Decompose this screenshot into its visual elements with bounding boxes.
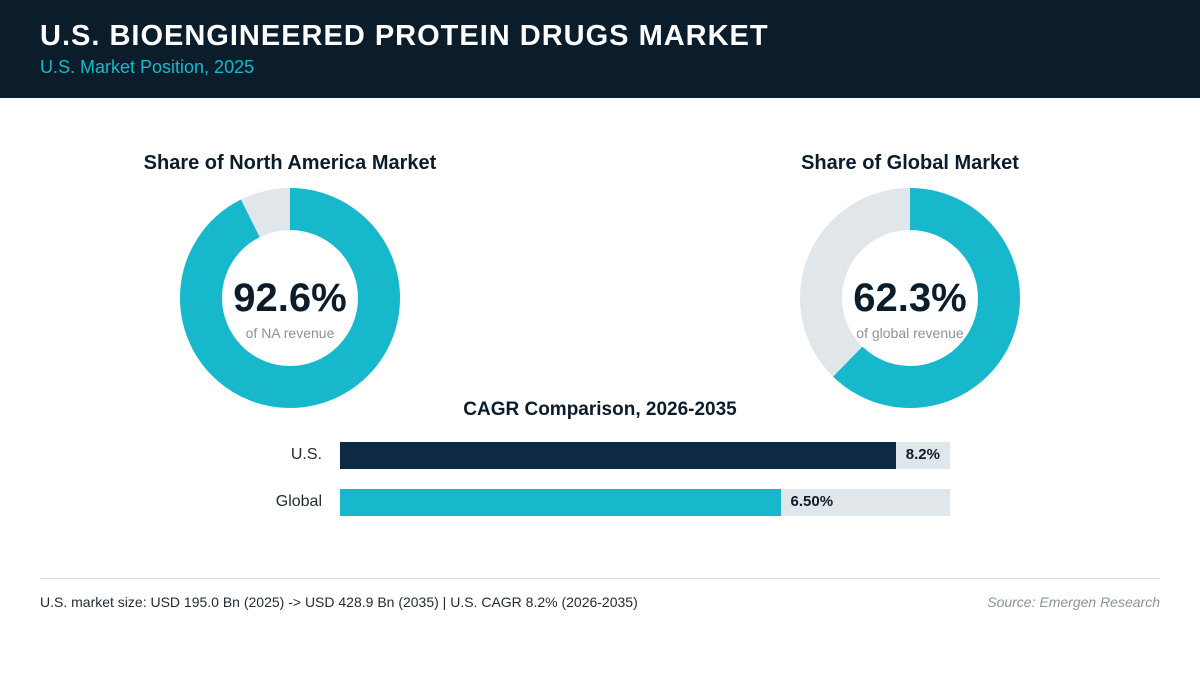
na-slice-us	[180, 188, 400, 408]
na-share-donut	[180, 188, 400, 408]
global-donut-title: Share of Global Market	[801, 152, 1019, 174]
bar-label-us: U.S.	[290, 446, 322, 463]
page-subtitle: U.S. Market Position, 2025	[40, 57, 255, 77]
footer-source: Source: Emergen Research	[987, 594, 1160, 610]
header-banner: U.S. BIOENGINEERED PROTEIN DRUGS MARKET …	[0, 0, 1200, 98]
bar-track-global: 6.50%	[340, 489, 950, 516]
bar-label-global: Global	[275, 493, 322, 510]
footer-divider	[40, 578, 1160, 579]
cagr-chart-title: CAGR Comparison, 2026-2035	[463, 399, 737, 420]
global-donut-value: 62.3%	[853, 276, 967, 320]
na-donut-value: 92.6%	[233, 276, 347, 320]
global-slice-us	[800, 188, 1020, 408]
bar-value-us: 8.2%	[905, 446, 940, 463]
global-donut-label: of global revenue	[856, 325, 964, 341]
bar-track-us: 8.2%	[340, 442, 950, 469]
bar-value-global: 6.50%	[790, 493, 834, 510]
global-share-donut	[800, 188, 1020, 408]
footer-summary: U.S. market size: USD 195.0 Bn (2025) ->…	[40, 594, 638, 610]
bar-global	[340, 489, 781, 516]
bar-us	[340, 442, 896, 469]
na-donut-label: of NA revenue	[245, 325, 335, 341]
na-donut-title: Share of North America Market	[143, 152, 437, 174]
page-title: U.S. BIOENGINEERED PROTEIN DRUGS MARKET	[40, 20, 769, 52]
